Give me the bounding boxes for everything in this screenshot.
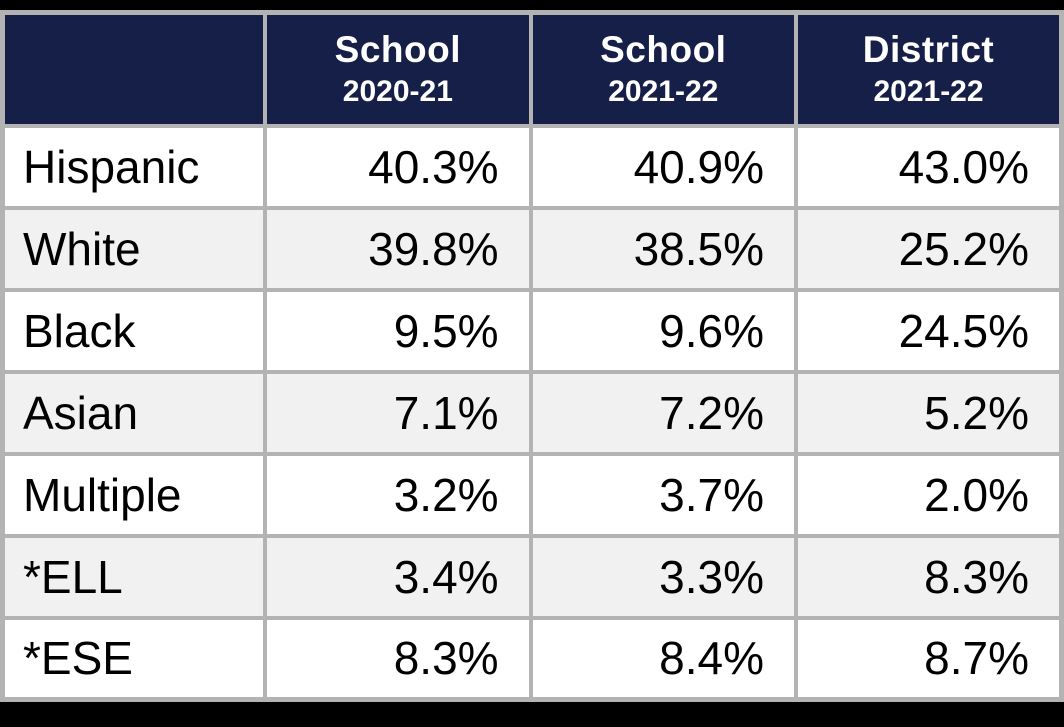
header-district-2021-22: District 2021-22 xyxy=(794,10,1064,128)
cell-value: 3.7% xyxy=(528,451,799,538)
cell-value: 7.1% xyxy=(263,369,533,456)
header-title: School xyxy=(600,29,727,71)
cell-value: 8.3% xyxy=(794,533,1064,620)
row-label: Multiple xyxy=(0,451,268,538)
table-row-ell: *ELL 3.4% 3.3% 8.3% xyxy=(0,533,1064,620)
header-school-2020-21: School 2020-21 xyxy=(263,10,533,128)
cell-value: 7.2% xyxy=(528,369,799,456)
demographics-table: School 2020-21 School 2021-22 District 2… xyxy=(0,10,1064,702)
header-school-2021-22: School 2021-22 xyxy=(528,10,799,128)
table-row-asian: Asian 7.1% 7.2% 5.2% xyxy=(0,369,1064,456)
header-subtitle: 2021-22 xyxy=(608,75,719,109)
cell-value: 43.0% xyxy=(794,123,1064,210)
cell-value: 9.5% xyxy=(263,287,533,374)
row-label: *ELL xyxy=(0,533,268,620)
cell-value: 3.3% xyxy=(528,533,799,620)
header-subtitle: 2020-21 xyxy=(342,75,453,109)
table-header: School 2020-21 School 2021-22 District 2… xyxy=(0,10,1064,128)
cell-value: 25.2% xyxy=(794,205,1064,292)
cell-value: 24.5% xyxy=(794,287,1064,374)
row-label: White xyxy=(0,205,268,292)
header-subtitle: 2021-22 xyxy=(873,75,984,109)
row-label: *ESE xyxy=(0,615,268,702)
header-row: School 2020-21 School 2021-22 District 2… xyxy=(0,10,1064,128)
table-row-black: Black 9.5% 9.6% 24.5% xyxy=(0,287,1064,374)
row-label: Black xyxy=(0,287,268,374)
cell-value: 39.8% xyxy=(263,205,533,292)
row-label: Asian xyxy=(0,369,268,456)
cell-value: 40.3% xyxy=(263,123,533,210)
cell-value: 38.5% xyxy=(528,205,799,292)
cell-value: 8.7% xyxy=(794,615,1064,702)
table-body: Hispanic 40.3% 40.9% 43.0% White 39.8% 3… xyxy=(0,123,1064,702)
cell-value: 9.6% xyxy=(528,287,799,374)
cell-value: 40.9% xyxy=(528,123,799,210)
table-row-ese: *ESE 8.3% 8.4% 8.7% xyxy=(0,615,1064,702)
table-row-white: White 39.8% 38.5% 25.2% xyxy=(0,205,1064,292)
header-title: District xyxy=(862,29,995,71)
cell-value: 3.4% xyxy=(263,533,533,620)
cell-value: 8.3% xyxy=(263,615,533,702)
table-row-hispanic: Hispanic 40.3% 40.9% 43.0% xyxy=(0,123,1064,210)
cell-value: 3.2% xyxy=(263,451,533,538)
cell-value: 5.2% xyxy=(794,369,1064,456)
cell-value: 2.0% xyxy=(794,451,1064,538)
row-label: Hispanic xyxy=(0,123,268,210)
header-corner-cell xyxy=(0,10,268,128)
cell-value: 8.4% xyxy=(528,615,799,702)
table-row-multiple: Multiple 3.2% 3.7% 2.0% xyxy=(0,451,1064,538)
header-title: School xyxy=(334,29,462,71)
